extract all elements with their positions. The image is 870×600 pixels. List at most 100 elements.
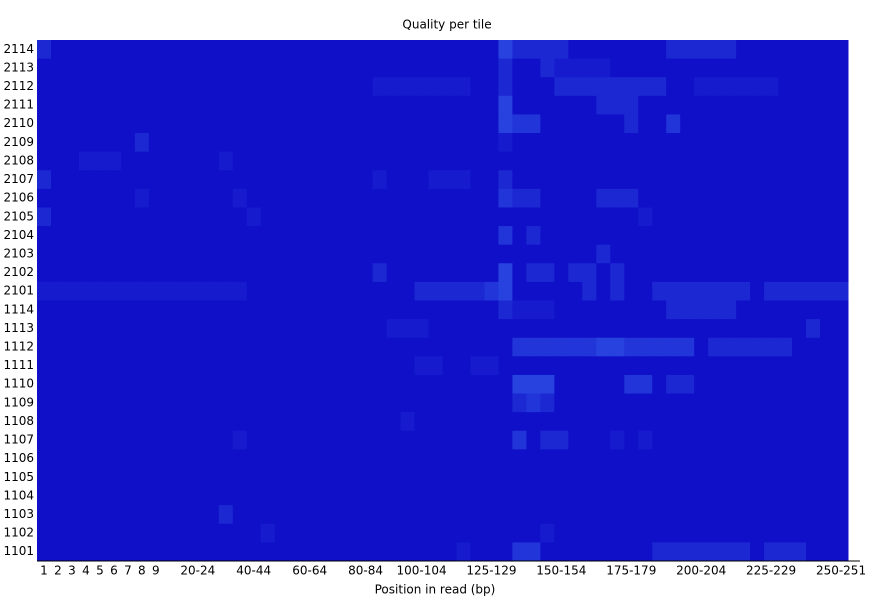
heat-cell — [596, 412, 611, 432]
heat-cell — [792, 486, 807, 506]
heat-cell — [736, 114, 751, 134]
heat-cell — [204, 151, 220, 171]
heat-cell — [610, 58, 625, 78]
heat-cell — [750, 77, 765, 97]
heat-cell — [470, 412, 485, 432]
heat-cell — [834, 170, 849, 190]
heat-cell — [50, 151, 66, 171]
heat-cell — [246, 133, 262, 153]
heat-cell — [246, 300, 262, 320]
heat-cell — [316, 505, 332, 525]
heat-cell — [750, 337, 765, 357]
heat-cell — [470, 114, 485, 134]
heat-cell — [50, 281, 66, 301]
heat-cell — [582, 170, 597, 190]
heat-cell — [498, 207, 513, 227]
heat-cell — [37, 542, 52, 562]
heat-cell — [820, 40, 835, 60]
heat-cell — [526, 486, 541, 506]
heat-cell — [190, 151, 206, 171]
heat-cell — [316, 133, 332, 153]
heat-cell — [176, 151, 192, 171]
heat-cell — [680, 263, 695, 283]
heat-cell — [792, 393, 807, 413]
heat-cell — [78, 188, 94, 208]
heat-cell — [134, 40, 150, 60]
heat-cell — [190, 207, 206, 227]
heat-cell — [834, 393, 849, 413]
heat-cell — [750, 486, 765, 506]
heat-cell — [652, 207, 667, 227]
heat-cell — [106, 188, 122, 208]
heat-cell — [820, 467, 835, 488]
heat-cell — [610, 207, 625, 227]
heat-cell — [512, 505, 527, 525]
heat-cell — [120, 207, 136, 227]
heat-cell — [64, 281, 80, 301]
heat-cell — [330, 281, 346, 301]
heat-cell — [92, 114, 108, 134]
heat-cell — [596, 58, 611, 78]
heat-cell — [372, 114, 388, 134]
heat-cell — [190, 542, 206, 562]
heat-cell — [526, 226, 541, 246]
heat-cell — [596, 467, 611, 488]
heat-cell — [260, 188, 276, 208]
heat-cell — [792, 170, 807, 190]
heat-cell — [568, 337, 583, 357]
heat-cell — [344, 542, 360, 562]
heat-cell — [722, 95, 737, 115]
heat-cell — [50, 486, 66, 506]
heat-cell — [778, 244, 793, 264]
y-tick-label: 2111 — [3, 98, 34, 112]
heat-cell — [736, 300, 751, 320]
heat-cell — [400, 337, 416, 357]
heat-cell — [554, 319, 569, 339]
heat-cell — [386, 40, 402, 60]
heat-cell — [736, 170, 751, 190]
heat-cell — [638, 393, 653, 413]
heat-cell — [582, 151, 597, 171]
heat-cell — [50, 393, 66, 413]
heat-cell — [610, 542, 625, 562]
heat-cell — [344, 393, 360, 413]
heat-cell — [288, 114, 304, 134]
heat-cell — [372, 430, 388, 450]
heat-cell — [764, 412, 779, 432]
heat-cell — [372, 133, 388, 153]
heat-cell — [37, 281, 52, 301]
heat-cell — [288, 337, 304, 357]
heat-cell — [330, 430, 346, 450]
heat-cell — [134, 281, 150, 301]
heat-cell — [344, 356, 360, 376]
heat-cell — [512, 467, 527, 488]
heat-cell — [470, 393, 485, 413]
heat-cell — [64, 207, 80, 227]
heat-cell — [162, 412, 178, 432]
x-tick-label: 2 — [54, 564, 62, 578]
heat-cell — [37, 430, 52, 450]
heat-cell — [372, 207, 388, 227]
heat-cell — [204, 467, 220, 488]
heat-cell — [652, 226, 667, 246]
heat-cell — [246, 337, 262, 357]
heat-cell — [694, 114, 709, 134]
heat-cell — [498, 412, 513, 432]
heat-cell — [540, 486, 555, 506]
heat-cell — [218, 77, 234, 97]
heat-cell — [414, 151, 430, 171]
heat-cell — [176, 467, 192, 488]
y-tick-label: 1104 — [3, 488, 34, 502]
heat-cell — [78, 300, 94, 320]
heat-cell — [442, 40, 457, 60]
heat-cell — [708, 319, 723, 339]
heat-cell — [232, 244, 248, 264]
heat-cell — [246, 356, 262, 376]
heat-cell — [792, 412, 807, 432]
heat-cell — [204, 486, 220, 506]
heat-cell — [778, 95, 793, 115]
x-tick-label: 6 — [110, 564, 118, 578]
heat-cell — [708, 430, 723, 450]
heat-cell — [568, 505, 583, 525]
heat-cell — [148, 542, 164, 562]
